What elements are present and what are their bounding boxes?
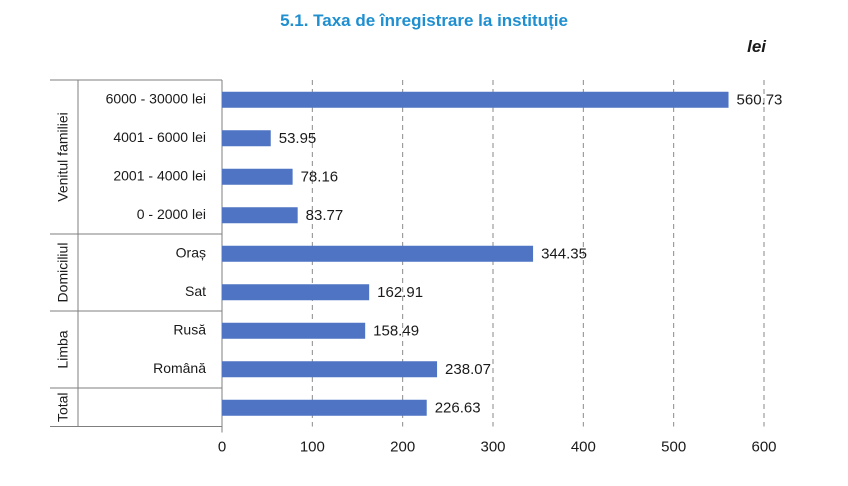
value-label: 344.35 xyxy=(541,246,587,263)
category-label: 4001 - 6000 lei xyxy=(113,129,206,145)
value-label: 158.49 xyxy=(373,323,419,340)
bar xyxy=(222,284,370,301)
category-label: Română xyxy=(153,360,206,376)
category-label: 2001 - 4000 lei xyxy=(113,167,206,183)
x-tick-label: 600 xyxy=(751,439,776,456)
category-label: Sat xyxy=(185,283,206,299)
x-tick-label: 400 xyxy=(571,439,596,456)
value-label: 53.95 xyxy=(279,130,317,147)
bar xyxy=(222,245,534,262)
bar xyxy=(222,130,271,147)
chart-title: 5.1. Taxa de înregistrare la instituție xyxy=(280,11,568,30)
bar xyxy=(222,207,298,224)
x-tick-label: 100 xyxy=(300,439,325,456)
value-label: 78.16 xyxy=(301,169,339,186)
value-label: 560.73 xyxy=(737,92,783,109)
x-tick-label: 200 xyxy=(390,439,415,456)
category-label: 0 - 2000 lei xyxy=(137,206,206,222)
category-label: Rusă xyxy=(173,321,206,337)
value-label: 226.63 xyxy=(435,400,481,417)
x-tick-label: 500 xyxy=(661,439,686,456)
bar xyxy=(222,399,427,416)
x-tick-label: 0 xyxy=(218,439,226,456)
value-label: 162.91 xyxy=(377,284,423,301)
category-label: 6000 - 30000 lei xyxy=(106,90,206,106)
group-label: Domiciliul xyxy=(55,243,71,303)
value-label: 83.77 xyxy=(306,207,344,224)
group-label: Total xyxy=(55,392,71,422)
bar xyxy=(222,322,366,339)
x-tick-label: 300 xyxy=(480,439,505,456)
value-label: 238.07 xyxy=(445,361,491,378)
group-label: Venitul familiei xyxy=(55,112,71,202)
category-label: Oraș xyxy=(176,244,206,260)
group-label: Limba xyxy=(55,330,71,368)
bar xyxy=(222,361,438,378)
unit-label: lei xyxy=(747,37,766,56)
bar xyxy=(222,168,293,185)
bar xyxy=(222,91,729,108)
